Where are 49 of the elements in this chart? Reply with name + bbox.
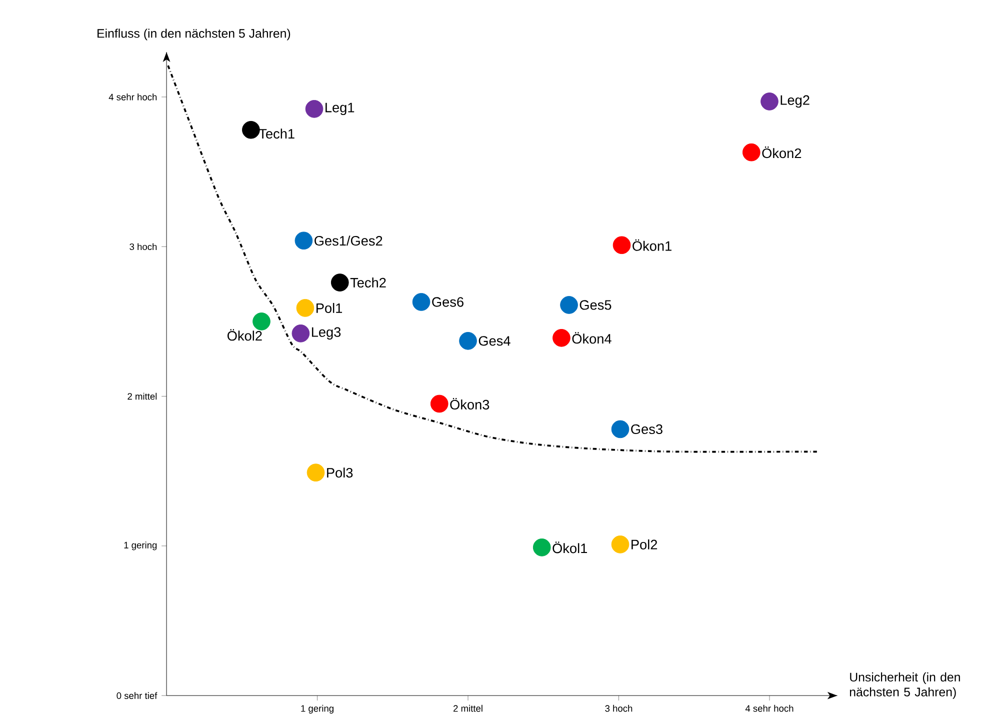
point (611, 420, 630, 438)
y-tick-label: 0 sehr tief (116, 692, 158, 699)
point (294, 232, 313, 250)
point (292, 324, 310, 342)
series-label: Leg1 (326, 102, 354, 115)
point (760, 92, 778, 110)
point (611, 535, 630, 554)
x-tick-label: 2 mittel (453, 704, 482, 712)
point (430, 394, 448, 413)
point (532, 538, 551, 556)
y-tick-label: 1 gering (124, 541, 157, 550)
point (412, 292, 430, 311)
series-label: Ökol1 (552, 541, 588, 554)
series-label: Leg2 (780, 95, 810, 108)
series-label: Pol2 (632, 539, 658, 550)
point (306, 464, 325, 482)
y-tick-label: 4 sehr hoch (108, 93, 157, 100)
series-label: Ökon3 (450, 398, 490, 410)
x-axis-title: Unsicherheit (in den nächsten 5 Jahren) (850, 672, 960, 699)
y-tick-label: 2 mittel (128, 392, 157, 400)
series-label: Leg3 (312, 327, 341, 340)
series-label: Ges3 (631, 424, 662, 434)
series-label: Ges1/Ges2 (314, 235, 382, 246)
x-tick-label: 1 gering (301, 704, 334, 714)
point (296, 298, 314, 317)
y-axis-title: Einfluss (in den nächsten 5 Jahren) (98, 28, 290, 40)
series-label: Tech2 (350, 277, 386, 288)
x-tick-label: 3 hoch (605, 704, 632, 712)
point (560, 296, 578, 314)
x-tick-label: 4 sehr hoch (745, 704, 794, 712)
series-label: Pol1 (316, 302, 342, 313)
series-label: Ökon4 (572, 332, 612, 344)
point (305, 100, 324, 118)
series-label: Tech1 (258, 128, 294, 138)
series-label: Ökol2 (228, 328, 262, 341)
point (612, 236, 631, 254)
series-label: Ges6 (432, 297, 464, 307)
series-label: Pol3 (327, 467, 353, 478)
series-label: Ges5 (580, 300, 612, 310)
point (552, 328, 570, 347)
point (742, 143, 760, 162)
point (252, 312, 270, 330)
series-label: Ges4 (478, 336, 510, 346)
series-label: Ökon1 (632, 239, 672, 251)
y-tick-label: 3 hoch (130, 243, 157, 250)
point (459, 332, 477, 350)
series-label: Ökon2 (762, 146, 802, 158)
point (330, 273, 349, 292)
point (242, 120, 260, 139)
